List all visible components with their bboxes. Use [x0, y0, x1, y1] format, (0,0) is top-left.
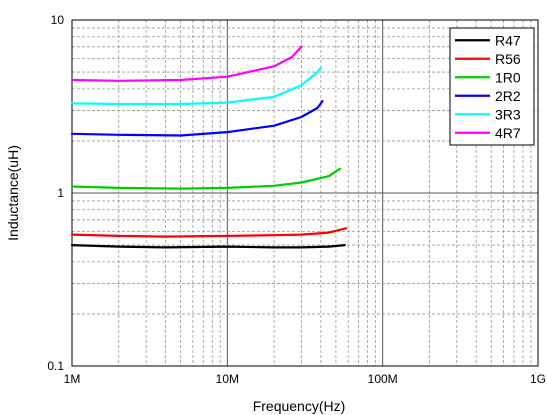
legend-label-3r3: 3R3	[495, 106, 521, 122]
series-line-1r0	[70, 167, 341, 190]
legend-label-4r7: 4R7	[495, 125, 521, 141]
legend-label-1r0: 1R0	[495, 69, 521, 85]
legend-label-r56: R56	[495, 51, 521, 67]
legend-label-r47: R47	[495, 32, 521, 48]
x-tick-label: 1G	[530, 372, 546, 386]
plot-frame	[71, 19, 539, 367]
tick-labels: 1M 10M 100M 1G 0.1 1 10	[47, 13, 546, 386]
x-tick-label: 1M	[64, 372, 81, 386]
series-line-4r7	[70, 45, 303, 82]
series-group	[70, 45, 347, 249]
x-axis-label: Frequency(Hz)	[253, 398, 346, 414]
y-tick-label: 10	[51, 13, 65, 27]
x-tick-label: 100M	[368, 372, 398, 386]
series-line-r56	[70, 227, 347, 238]
series-line-r47	[70, 244, 346, 249]
series-line-3r3	[70, 66, 322, 106]
series-line-2r2	[70, 100, 324, 137]
legend-label-2r2: 2R2	[495, 88, 521, 104]
y-tick-label: 1	[57, 186, 64, 200]
x-tick-label: 10M	[216, 372, 239, 386]
legend: R47 R56 1R0 2R2 3R3 4R7	[449, 27, 535, 146]
y-tick-label: 0.1	[47, 359, 64, 373]
legend-box	[449, 27, 535, 146]
y-axis-label: Inductance(uH)	[5, 145, 21, 241]
